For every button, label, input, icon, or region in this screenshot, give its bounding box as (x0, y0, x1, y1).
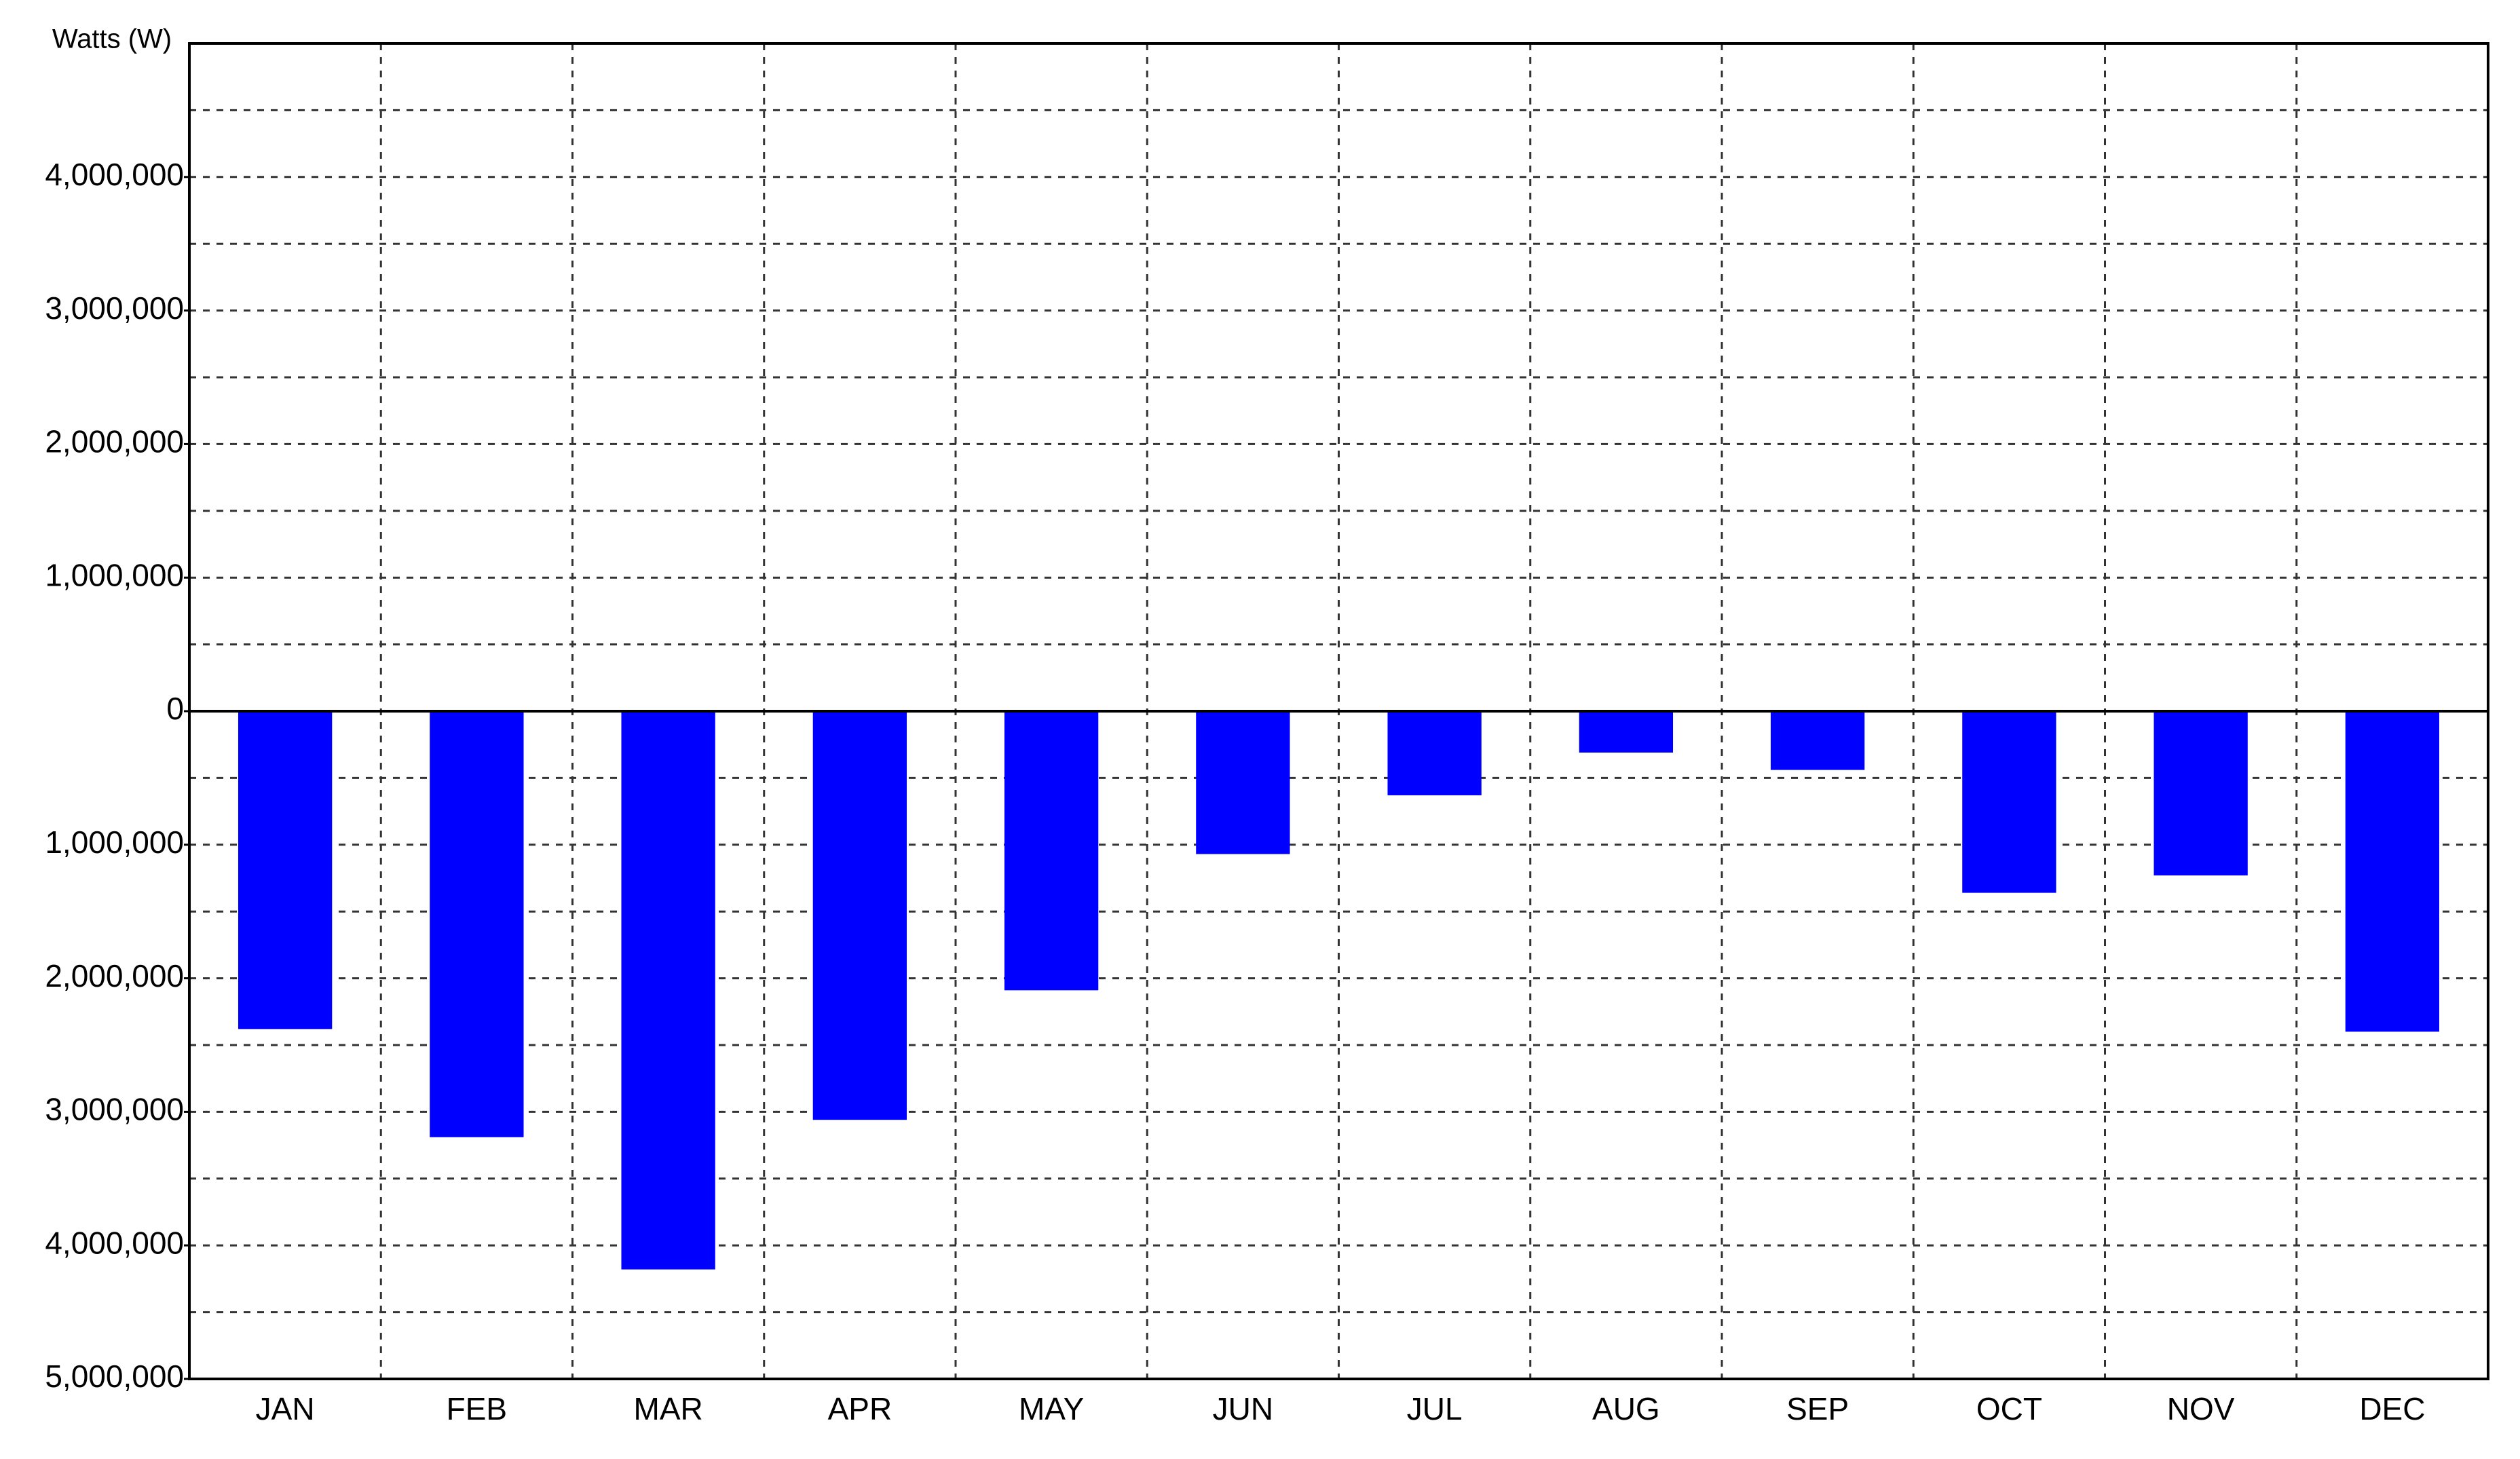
x-tick-label: DEC (2359, 1391, 2425, 1426)
x-tick-label: SEP (1786, 1391, 1849, 1426)
y-tick-label: 2,000,000 (45, 958, 184, 993)
bar (1770, 711, 1865, 770)
x-tick-label: JUL (1407, 1391, 1463, 1426)
y-tick-label: 1,000,000 (45, 825, 184, 860)
x-tick-label: MAY (1019, 1391, 1084, 1426)
bar (1962, 711, 2056, 893)
x-tick-label: MAR (634, 1391, 703, 1426)
bar (1196, 711, 1290, 854)
x-tick-label: APR (828, 1391, 892, 1426)
y-tick-label: 4,000,000 (45, 157, 184, 192)
bar (1387, 711, 1482, 795)
bar (2345, 711, 2440, 1032)
x-tick-label: JAN (256, 1391, 315, 1426)
bar (2154, 711, 2248, 876)
bar (812, 711, 907, 1120)
x-tick-label: FEB (447, 1391, 507, 1426)
y-tick-label: 2,000,000 (45, 424, 184, 459)
bar (430, 711, 524, 1137)
y-tick-label: 5,000,000 (45, 1359, 184, 1394)
y-tick-label: 1,000,000 (45, 557, 184, 592)
y-axis-label: Watts (W) (52, 24, 172, 54)
x-tick-label: NOV (2167, 1391, 2235, 1426)
y-tick-label: 0 (166, 691, 184, 726)
y-tick-label: 3,000,000 (45, 290, 184, 326)
bar (1579, 711, 1674, 753)
y-tick-label: 3,000,000 (45, 1092, 184, 1127)
plot-frame (188, 42, 2489, 1380)
bar (238, 711, 333, 1029)
bar (1004, 711, 1099, 991)
x-tick-label: AUG (1592, 1391, 1660, 1426)
x-tick-label: OCT (1976, 1391, 2042, 1426)
x-tick-label: JUN (1213, 1391, 1273, 1426)
bar (621, 711, 715, 1270)
y-tick-label: 4,000,000 (45, 1225, 184, 1260)
